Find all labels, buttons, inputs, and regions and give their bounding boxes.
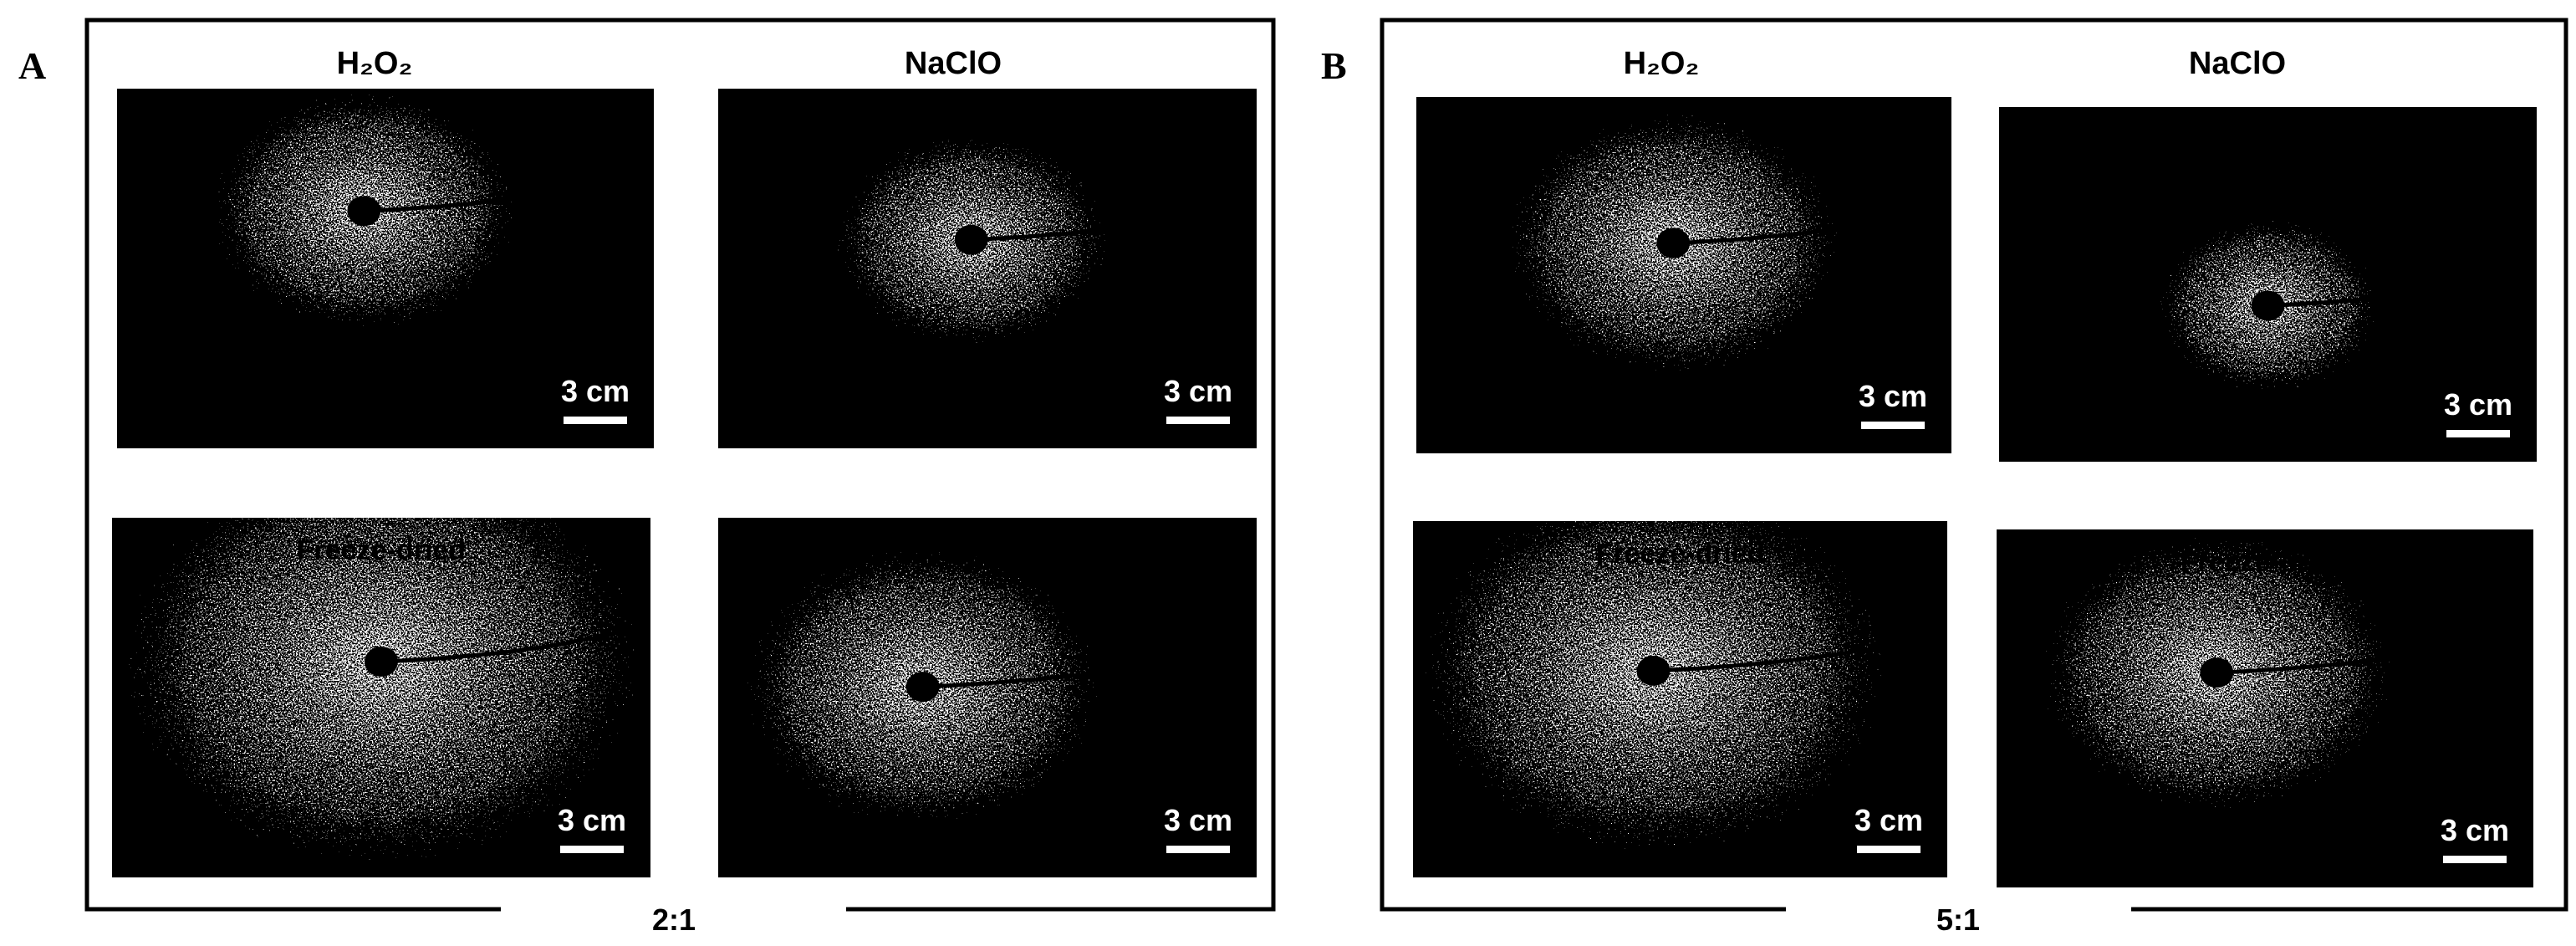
photo-glow <box>117 89 654 448</box>
sample-dot <box>1636 655 1671 686</box>
panel-border <box>84 18 1276 912</box>
scale-bar-label: 3 cm <box>2444 387 2512 422</box>
photo: 3 cm <box>1416 97 1951 453</box>
photo-caption: Freeze-dried <box>297 534 466 566</box>
panel-label: A <box>18 44 46 87</box>
sample-dot <box>1656 228 1691 258</box>
photo-caption: Freeze-dried <box>1595 538 1764 570</box>
scale-bar <box>2446 430 2510 437</box>
photo-glow <box>1413 521 1947 877</box>
photo: Freeze-dried 3 cm <box>1413 521 1947 877</box>
needle <box>971 202 1249 243</box>
sample-dot <box>365 647 398 677</box>
scale-bar-label: 3 cm <box>1164 803 1232 837</box>
needle <box>1673 205 1944 246</box>
sample-dot <box>2251 290 2285 321</box>
scale-bar <box>1857 846 1921 853</box>
ratio-label: 5:1 <box>1936 903 1980 937</box>
needle <box>2216 634 2526 675</box>
needle <box>922 648 1249 689</box>
scale-bar-label: 3 cm <box>558 803 626 837</box>
scale-bar <box>560 846 624 853</box>
scale-bar <box>1166 417 1230 424</box>
panel-border <box>1380 18 2568 912</box>
needle <box>2267 268 2529 308</box>
panel-label: B <box>1321 44 1347 87</box>
column-header: H₂O₂ <box>1624 46 1700 81</box>
photo-glow <box>718 89 1257 448</box>
photo: 3 cm <box>1999 107 2537 462</box>
photo: Freeze-dried 3 cm <box>112 518 650 877</box>
scale-bar-label: 3 cm <box>1854 803 1923 837</box>
scale-bar-label: 3 cm <box>1164 374 1232 408</box>
scale-bar <box>2443 856 2507 863</box>
photo-glow <box>718 518 1257 877</box>
photo-glow <box>1999 107 2537 462</box>
photo-glow <box>1416 97 1951 453</box>
photo: 3 cm <box>117 89 654 448</box>
photo-caption: Freeze-dried <box>2181 546 2349 578</box>
column-header: H₂O₂ <box>337 46 413 81</box>
sample-dot <box>954 224 988 255</box>
photo: 3 cm <box>718 89 1257 448</box>
column-header: NaClO <box>905 46 1002 81</box>
ratio-label: 2:1 <box>652 903 696 937</box>
scale-bar-label: 3 cm <box>1859 379 1927 413</box>
photo: Freeze-dried 3 cm <box>718 518 1257 877</box>
sample-dot <box>2200 657 2234 688</box>
column-header: NaClO <box>2189 46 2286 81</box>
sample-dot <box>905 672 940 703</box>
scale-bar <box>564 417 627 424</box>
needle <box>1653 632 1940 673</box>
photo: Freeze-dried 3 cm <box>1997 529 2533 887</box>
needle <box>380 623 643 664</box>
scale-bar <box>1166 846 1230 853</box>
photo-glow <box>112 518 650 877</box>
photo-caption: Freeze-dried <box>903 534 1072 566</box>
scale-bar-label: 3 cm <box>2441 813 2509 847</box>
photo-glow <box>1997 529 2533 887</box>
scale-bar-label: 3 cm <box>561 374 630 408</box>
needle <box>364 172 646 213</box>
scale-bar <box>1861 422 1925 429</box>
sample-dot <box>347 196 381 227</box>
